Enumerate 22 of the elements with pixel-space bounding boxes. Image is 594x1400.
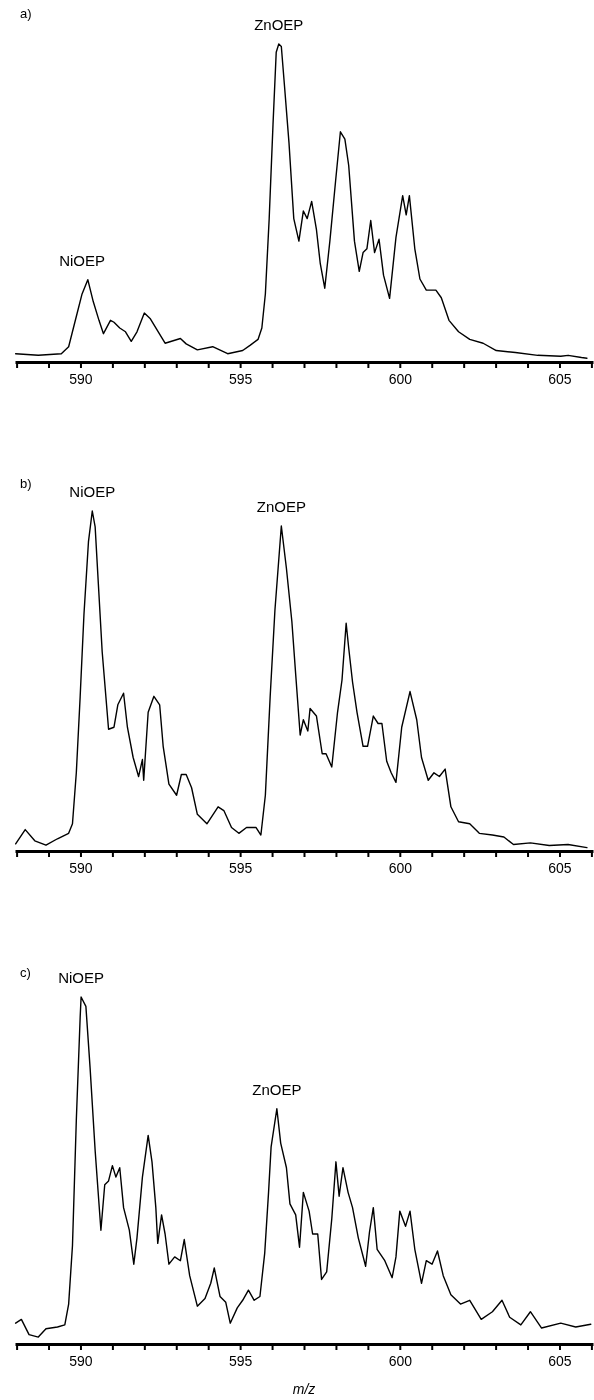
annotation: ZnOEP xyxy=(252,1080,302,1098)
x-tick-label: 595 xyxy=(228,1352,253,1369)
x-tick-label: 590 xyxy=(69,1352,93,1369)
x-tick-label: 600 xyxy=(388,370,413,387)
chart-title: b) xyxy=(20,476,32,491)
annotation: NiOEP xyxy=(58,969,105,986)
chart-title: a) xyxy=(20,6,32,21)
x-tick-label: 590 xyxy=(69,859,93,876)
annotation: ZnOEP xyxy=(256,497,306,515)
x-tick-label: 595 xyxy=(228,859,253,876)
x-tick-label: 595 xyxy=(228,370,253,387)
x-axis-title: m/z xyxy=(292,1381,316,1397)
x-tick-label: 600 xyxy=(388,859,413,876)
x-tick-label: 605 xyxy=(548,370,572,387)
x-tick-label: 605 xyxy=(548,859,572,876)
annotation: NiOEP xyxy=(69,483,116,500)
chart-title: c) xyxy=(20,965,31,980)
x-tick-label: 600 xyxy=(388,1352,413,1369)
annotation: NiOEP xyxy=(59,251,105,269)
annotation: ZnOEP xyxy=(254,16,304,33)
x-tick-label: 590 xyxy=(69,370,93,387)
x-tick-label: 605 xyxy=(548,1352,572,1369)
